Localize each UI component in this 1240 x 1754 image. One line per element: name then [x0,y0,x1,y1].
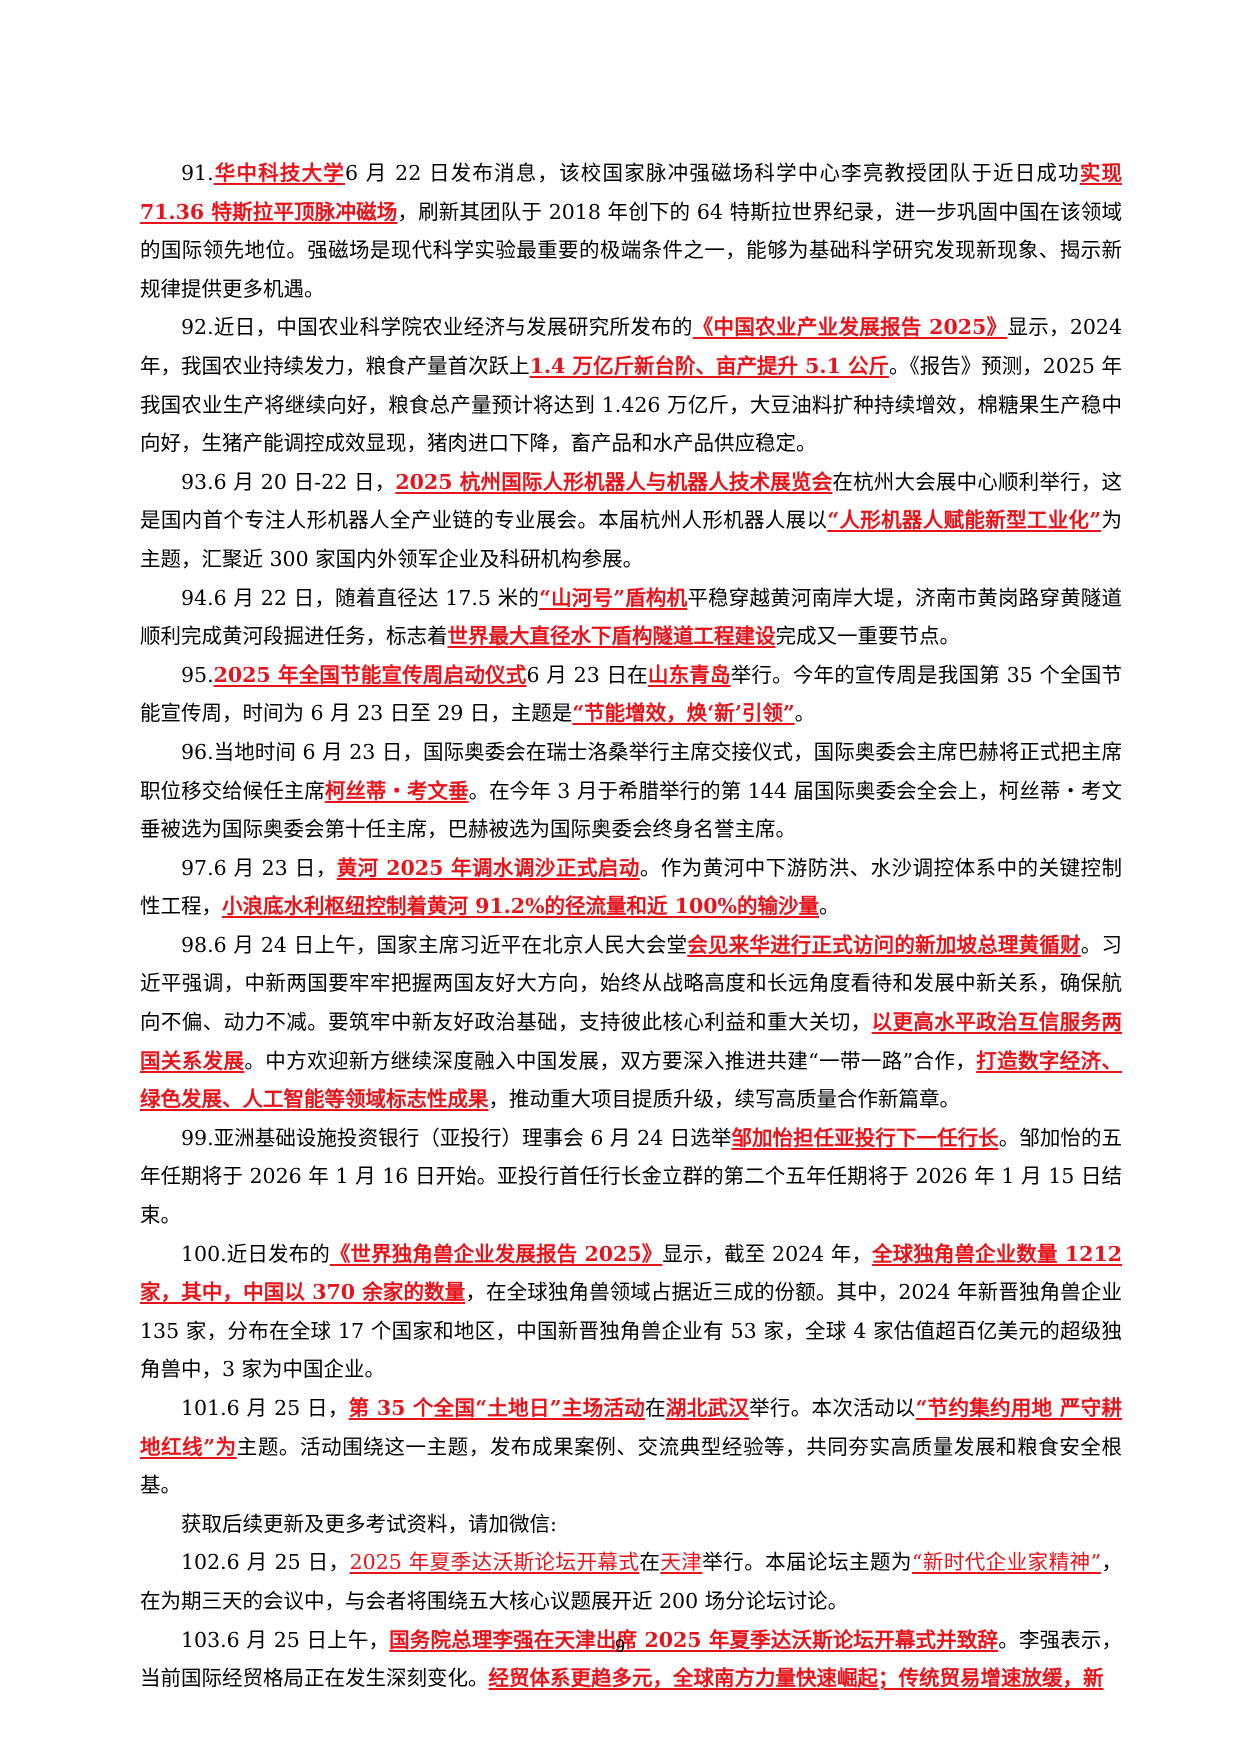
highlighted-text: “节约集约用地 严守耕地红线”为 [140,1396,1123,1459]
highlighted-text: 世界最大直径水下盾构隧道工程建设 [447,624,776,649]
paragraph-p102: 102.6 月 25 日，2025 年夏季达沃斯论坛开幕式在天津举行。本届论坛主… [140,1543,1122,1620]
body-text: 97.6 月 23 日， [181,855,337,880]
body-text: 显示，2024 年，我国农业持续发力，粮食产量首次跃上 [140,315,1122,378]
paragraph-pnote: 获取后续更新及更多考试资料，请加微信: [140,1505,1122,1544]
body-text: 。李强表示，当前国际经贸格局正在发生深刻变化。 [140,1627,1123,1691]
document-body: 91.华中科技大学6 月 22 日发布消息，该校国家脉冲强磁场科学中心李亮教授团… [140,154,1122,1698]
highlighted-text: 《世界独角兽企业发展报告 2025》 [329,1241,663,1266]
body-text: 101.6 月 25 日， [181,1396,349,1420]
paragraph-p98: 98.6 月 24 日上午，国家主席习近平在北京人民大会堂会见来华进行正式访问的… [140,926,1122,1119]
highlighted-text: 会见来华进行正式访问的新加坡总理黄循财 [687,932,1081,957]
body-text: 。 [794,701,816,726]
body-text: ，在全球独角兽领域占据近三成的份额。其中，2024 年新晋独角兽企业 135 家… [140,1280,1122,1382]
paragraph-p95: 95.2025 年全国节能宣传周启动仪式6 月 23 日在山东青岛举行。今年的宣… [140,656,1122,733]
body-text: ，推动重大项目提质升级，续写高质量合作新篇章。 [488,1087,961,1112]
paragraph-p92: 92.近日，中国农业科学院农业经济与发展研究所发布的《中国农业产业发展报告 20… [140,308,1122,462]
body-text: 6 月 22 日发布消息，该校国家脉冲强磁场科学中心李亮教授团队于近日成功 [344,161,1080,185]
body-text: 99.亚洲基础设施投资银行（亚投行）理事会 6 月 24 日选举 [181,1125,732,1150]
paragraph-p94: 94.6 月 22 日，随着直径达 17.5 米的“山河号”盾构机平稳穿越黄河南… [140,579,1122,656]
highlighted-text: “山河号”盾构机 [539,585,688,610]
body-text: 举行。今年的宣传周是我国第 35 个全国节能宣传周，时间为 6 月 23 日至 … [140,662,1122,726]
page-number: 9 [614,1636,625,1656]
highlighted-text: 华中科技大学 [213,161,345,185]
paragraph-p99: 99.亚洲基础设施投资银行（亚投行）理事会 6 月 24 日选举邹加怡担任亚投行… [140,1119,1122,1235]
highlighted-text: 2025 年夏季达沃斯论坛开幕式 [349,1550,640,1575]
body-text: 98.6 月 24 日上午，国家主席习近平在北京人民大会堂 [181,932,688,957]
highlighted-text: 黄河 2025 年调水调沙正式启动 [336,855,640,880]
body-text: 6 月 23 日在 [526,662,648,687]
body-text: 在 [645,1396,666,1420]
highlighted-text: 湖北武汉 [665,1396,750,1420]
body-text: 为主题，汇聚近 300 家国内外领军企业及科研机构参展。 [140,508,1122,571]
body-text: 举行。本次活动以 [749,1396,916,1420]
body-text: 举行。本届论坛主题为 [702,1550,912,1575]
body-text: 。作为黄河中下游防洪、水沙调控体系中的关键控制性工程， [140,855,1122,919]
highlighted-text: 小浪底水利枢纽控制着黄河 91.2%的径流量和近 100%的输沙量 [222,894,819,919]
highlighted-text: 第 35 个全国“土地日”主场活动 [348,1396,646,1420]
highlighted-text: 国务院总理李强在天津出席 2025 年夏季达沃斯论坛开幕式并致辞 [389,1627,999,1652]
paragraph-p101: 101.6 月 25 日，第 35 个全国“土地日”主场活动在湖北武汉举行。本次… [140,1389,1122,1505]
body-text: 。习近平强调，中新两国要牢牢把握两国友好大方向，始终从战略高度和长远角度看待和发… [140,932,1123,1035]
highlighted-text: 1.4 万亿斤新台阶、亩产提升 5.1 公斤 [529,353,889,378]
highlighted-text: 山东青岛 [647,662,731,687]
highlighted-text: “新时代企业家精神” [911,1550,1102,1575]
body-text: 获取后续更新及更多考试资料，请加微信: [181,1511,557,1536]
highlighted-text: 2025 年全国节能宣传周启动仪式 [213,662,527,687]
body-text: 显示，截至 2024 年， [662,1241,873,1266]
body-text: 在杭州大会展中心顺利举行，这是国内首个专注人形机器人全产业链的专业展会。本届杭州… [140,469,1122,533]
paragraph-p91: 91.华中科技大学6 月 22 日发布消息，该校国家脉冲强磁场科学中心李亮教授团… [140,154,1122,308]
body-text: 92.近日，中国农业科学院农业经济与发展研究所发布的 [181,315,693,340]
highlighted-text: 柯丝蒂・考文垂 [324,778,469,803]
body-text: 平稳穿越黄河南岸大堤，济南市黄岗路穿黄隧道顺利完成黄河段掘进任务，标志着 [140,585,1122,649]
body-text: 。 [818,894,840,919]
body-text: 94.6 月 22 日，随着直径达 17.5 米的 [181,585,540,610]
highlighted-text: 打造数字经济、绿色发展、人工智能等领域标志性成果 [140,1048,1123,1112]
highlighted-text: 经贸体系更趋多元，全球南方力量快速崛起；传统贸易增速放缓，新 [488,1666,1104,1691]
body-text: 100.近日发布的 [181,1241,330,1266]
paragraph-p93: 93.6 月 20 日-22 日，2025 杭州国际人形机器人与机器人技术展览会… [140,463,1122,579]
highlighted-text: “人形机器人赋能新型工业化” [827,508,1102,533]
body-text: 91. [181,161,214,185]
body-text: 103.6 月 25 日上午， [181,1627,390,1652]
body-text: ，刷新其团队于 2018 年创下的 64 特斯拉世界纪录，进一步巩固中国在该领域… [140,199,1122,301]
highlighted-text: 天津 [660,1550,703,1575]
paragraph-p103: 103.6 月 25 日上午，国务院总理李强在天津出席 2025 年夏季达沃斯论… [140,1621,1122,1698]
highlighted-text: 《中国农业产业发展报告 2025》 [692,315,1008,340]
highlighted-text: 2025 杭州国际人形机器人与机器人技术展览会 [395,469,833,494]
highlighted-text: 以更高水平政治互信服务两国关系发展 [140,1010,1123,1073]
body-text: 。在今年 3 月于希腊举行的第 144 届国际奥委会全会上，柯丝蒂・考文垂被选为… [140,778,1122,842]
body-text: 96.当地时间 6 月 23 日，国际奥委会在瑞士洛桑举行主席交接仪式，国际奥委… [140,739,1122,803]
body-text: 。邹加怡的五年任期将于 2026 年 1 月 16 日开始。亚投行首任行长金立群… [140,1125,1123,1228]
body-text: 完成又一重要节点。 [775,624,961,649]
paragraph-p100: 100.近日发布的《世界独角兽企业发展报告 2025》显示，截至 2024 年，… [140,1235,1122,1389]
body-text: 。中方欢迎新方继续深度融入中国发展，双方要深入推进共建“一带一路”合作， [244,1048,977,1073]
highlighted-text: “节能增效，焕‘新’引领” [572,701,795,726]
body-text: 在 [639,1550,661,1575]
paragraph-p96: 96.当地时间 6 月 23 日，国际奥委会在瑞士洛桑举行主席交接仪式，国际奥委… [140,733,1122,849]
highlighted-text: 全球独角兽企业数量 1212 家，其中，中国以 370 余家的数量 [140,1241,1122,1305]
body-text: 102.6 月 25 日， [181,1550,350,1575]
body-text: 95. [181,662,214,687]
highlighted-text: 实现 71.36 特斯拉平顶脉冲磁场 [140,161,1123,224]
body-text: 93.6 月 20 日-22 日， [181,469,396,494]
paragraph-p97: 97.6 月 23 日，黄河 2025 年调水调沙正式启动。作为黄河中下游防洪、… [140,849,1122,926]
highlighted-text: 邹加怡担任亚投行下一任行长 [731,1125,999,1150]
body-text: ，在为期三天的会议中，与会者将围绕五大核心议题展开近 200 场分论坛讨论。 [140,1550,1123,1613]
body-text: 。《报告》预测，2025 年我国农业生产将继续向好，粮食总产量预计将达到 1.4… [140,353,1123,456]
body-text: 主题。活动围绕这一主题，发布成果案例、交流典型经验等，共同夯实高质量发展和粮食安… [140,1434,1122,1498]
